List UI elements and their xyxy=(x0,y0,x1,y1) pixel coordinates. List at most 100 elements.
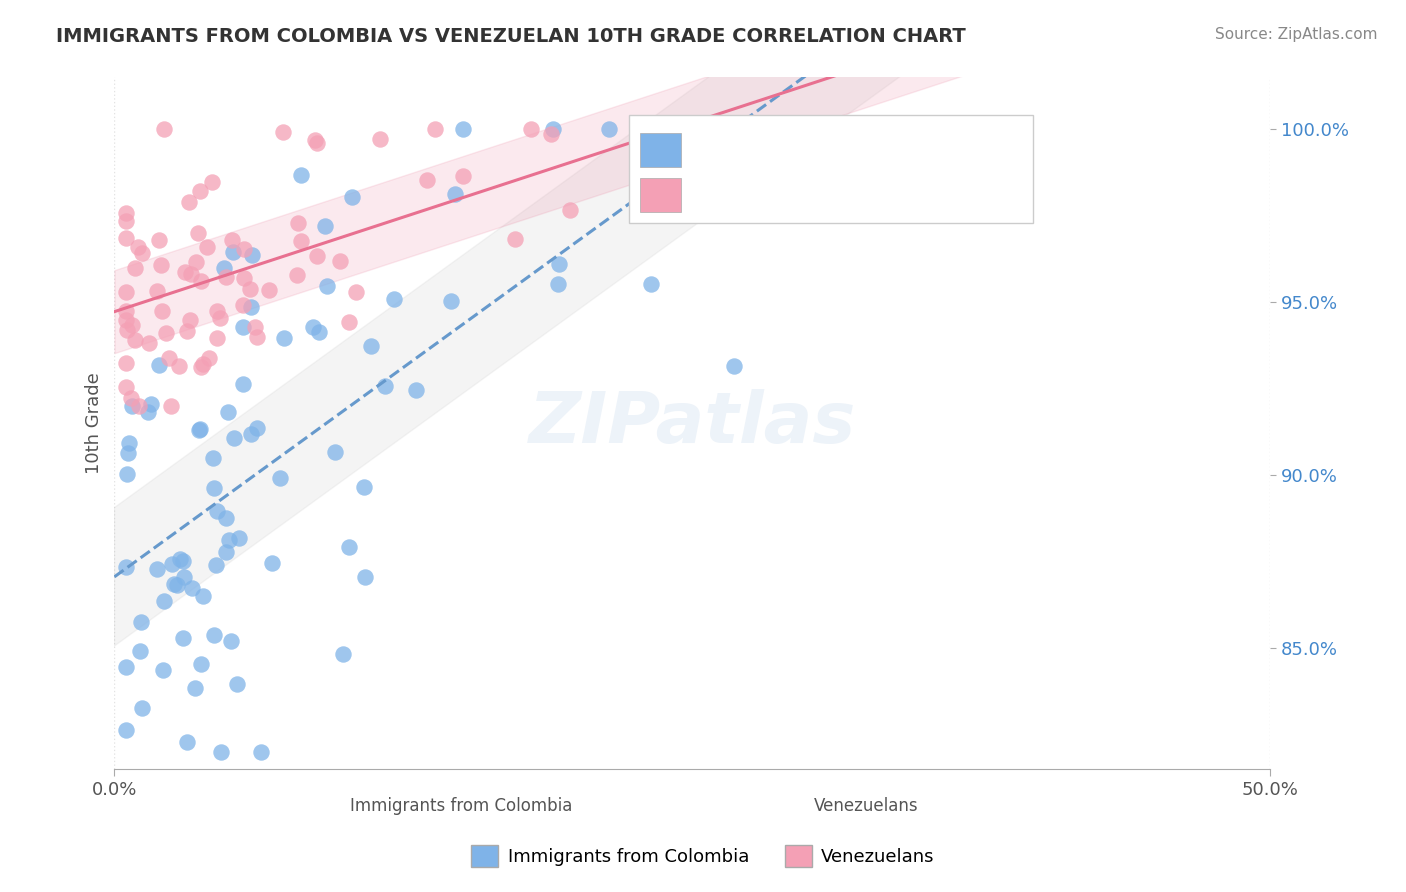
Point xyxy=(214,260,236,275)
Point xyxy=(679,169,702,184)
Point xyxy=(290,234,312,248)
Text: IMMIGRANTS FROM COLOMBIA VS VENEZUELAN 10TH GRADE CORRELATION CHART: IMMIGRANTS FROM COLOMBIA VS VENEZUELAN 1… xyxy=(56,27,966,45)
Text: Source: ZipAtlas.com: Source: ZipAtlas.com xyxy=(1215,27,1378,42)
Point xyxy=(202,628,225,642)
Point xyxy=(115,660,138,674)
Point xyxy=(232,242,254,256)
Point xyxy=(155,326,177,340)
Point xyxy=(197,351,219,365)
Point xyxy=(332,647,354,661)
Y-axis label: 10th Grade: 10th Grade xyxy=(86,373,103,475)
Point xyxy=(232,377,254,392)
Point xyxy=(176,324,198,338)
Point xyxy=(340,190,363,204)
Point xyxy=(239,282,262,296)
Point xyxy=(120,391,142,405)
Point xyxy=(228,531,250,545)
Point xyxy=(219,634,242,648)
Point xyxy=(540,127,562,141)
Point xyxy=(184,681,207,695)
Point xyxy=(190,657,212,671)
Point xyxy=(179,194,201,209)
Point xyxy=(329,253,352,268)
Point xyxy=(221,233,243,247)
Point xyxy=(250,745,273,759)
Point xyxy=(146,284,169,298)
Point xyxy=(368,132,391,146)
Point xyxy=(118,435,141,450)
Point xyxy=(240,247,263,261)
FancyBboxPatch shape xyxy=(628,115,1033,223)
Point xyxy=(180,267,202,281)
Point xyxy=(232,298,254,312)
Point xyxy=(658,145,681,159)
Point xyxy=(115,213,138,227)
Point xyxy=(121,399,143,413)
Point xyxy=(115,723,138,737)
Point xyxy=(246,421,269,435)
Point xyxy=(191,357,214,371)
FancyBboxPatch shape xyxy=(640,133,681,168)
Point xyxy=(159,351,181,365)
Point xyxy=(129,615,152,630)
Point xyxy=(360,339,382,353)
Point xyxy=(115,380,138,394)
Point xyxy=(115,285,138,300)
Point xyxy=(384,292,406,306)
Point xyxy=(115,467,138,482)
Point xyxy=(179,313,201,327)
Point xyxy=(598,122,620,136)
Point xyxy=(181,581,204,595)
Point xyxy=(209,310,232,325)
Point xyxy=(305,249,328,263)
Point xyxy=(146,562,169,576)
Text: Immigrants from Colombia: Immigrants from Colombia xyxy=(350,797,572,815)
Point xyxy=(808,122,831,136)
Point xyxy=(287,216,309,230)
Point xyxy=(221,244,243,259)
Point xyxy=(246,330,269,344)
Point xyxy=(115,312,138,326)
Point xyxy=(172,632,194,646)
Point xyxy=(195,240,218,254)
Point xyxy=(115,356,138,370)
Point xyxy=(271,125,294,139)
Point xyxy=(323,444,346,458)
Point xyxy=(176,735,198,749)
Text: R = 0.253  N = 83: R = 0.253 N = 83 xyxy=(686,133,838,151)
Point xyxy=(188,184,211,198)
Point xyxy=(121,318,143,332)
Point xyxy=(240,426,263,441)
Point xyxy=(304,133,326,147)
Point xyxy=(218,533,240,547)
Point xyxy=(160,399,183,413)
Point xyxy=(307,136,329,150)
Point xyxy=(301,320,323,334)
Point xyxy=(633,122,655,136)
Point xyxy=(207,504,229,518)
Point xyxy=(260,556,283,570)
Point xyxy=(226,676,249,690)
Point xyxy=(188,422,211,436)
Point xyxy=(215,510,238,524)
Point xyxy=(190,359,212,374)
Point xyxy=(548,257,571,271)
Point xyxy=(232,271,254,285)
Point xyxy=(160,557,183,571)
Point xyxy=(520,122,543,136)
Point xyxy=(127,240,149,254)
Point xyxy=(339,540,361,554)
Point xyxy=(217,405,239,419)
Point xyxy=(205,558,228,573)
Point xyxy=(201,451,224,466)
Point xyxy=(148,359,170,373)
Point xyxy=(405,383,427,397)
Point xyxy=(149,258,172,272)
Point xyxy=(215,544,238,558)
Point xyxy=(169,359,191,373)
Point xyxy=(131,246,153,260)
Point xyxy=(129,644,152,658)
Point xyxy=(115,304,138,318)
Point xyxy=(124,333,146,347)
Point xyxy=(148,233,170,247)
